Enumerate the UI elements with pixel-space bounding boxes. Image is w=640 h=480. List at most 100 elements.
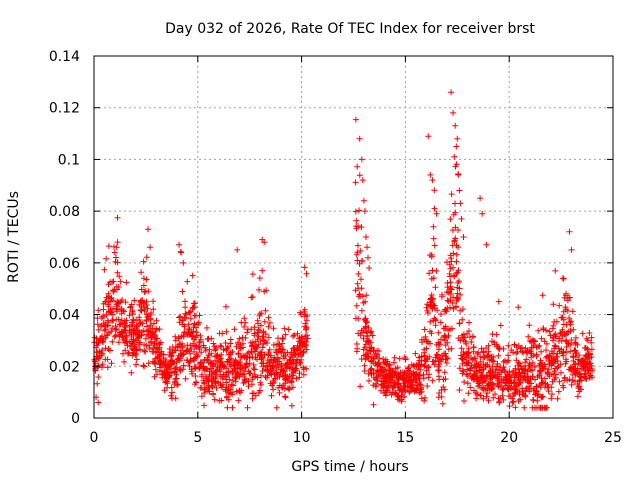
data-point [551, 368, 558, 374]
data-point [102, 345, 109, 352]
data-point [249, 354, 256, 361]
data-point [258, 310, 265, 317]
data-point [581, 362, 588, 369]
data-point [495, 383, 502, 390]
data-point [242, 379, 249, 385]
data-point [109, 338, 116, 345]
data-point [203, 324, 210, 331]
data-point [180, 333, 187, 340]
data-point [258, 381, 264, 388]
data-point [273, 404, 280, 411]
data-point [117, 321, 124, 327]
data-point [353, 302, 360, 309]
data-point [526, 322, 533, 329]
data-point [149, 325, 156, 332]
data-point [391, 384, 398, 391]
data-point [566, 319, 573, 326]
data-point [270, 357, 277, 364]
data-point [279, 335, 286, 342]
data-point [127, 303, 134, 310]
data-point [129, 310, 136, 317]
data-point [431, 315, 438, 322]
data-point [461, 379, 468, 385]
data-point [300, 371, 307, 378]
data-point [132, 352, 139, 359]
data-point [191, 336, 198, 343]
data-point [513, 357, 520, 364]
data-point [206, 346, 213, 353]
data-point [143, 254, 150, 261]
data-point [465, 328, 472, 335]
y-tick-label: 0.02 [49, 359, 80, 375]
data-point [527, 348, 534, 355]
data-point [200, 364, 207, 371]
data-point [522, 367, 529, 374]
data-point [188, 345, 195, 352]
data-point [130, 338, 137, 345]
data-point [417, 372, 423, 379]
data-point [447, 216, 454, 223]
data-point [506, 368, 513, 375]
data-point [302, 333, 309, 340]
data-point [552, 267, 559, 274]
data-point [175, 335, 182, 342]
data-point [455, 267, 462, 274]
data-point [252, 392, 259, 399]
data-point [550, 337, 556, 344]
data-point [149, 331, 156, 338]
data-point [201, 380, 208, 387]
data-point [528, 380, 535, 387]
data-point [455, 335, 462, 342]
data-point [436, 367, 442, 373]
data-point [213, 378, 219, 385]
data-point [117, 278, 124, 285]
data-point [452, 224, 459, 231]
data-point [249, 342, 255, 349]
data-point [410, 370, 417, 377]
data-point [551, 318, 558, 325]
data-point [265, 334, 272, 341]
data-point [396, 355, 403, 362]
data-point [122, 347, 129, 354]
data-point [226, 357, 233, 364]
data-point [544, 353, 550, 360]
data-point [567, 342, 574, 348]
data-point [447, 279, 454, 286]
data-point [361, 368, 368, 374]
data-point [431, 205, 438, 212]
data-point [353, 251, 360, 258]
data-point [513, 350, 520, 357]
data-point [201, 402, 207, 409]
data-point [531, 364, 538, 370]
data-point [570, 326, 577, 333]
data-point [489, 338, 495, 345]
data-point [174, 344, 181, 350]
data-point [498, 369, 505, 376]
data-point [383, 387, 390, 394]
data-point [382, 356, 389, 363]
data-point [390, 369, 397, 376]
data-point [456, 387, 463, 393]
data-point [140, 282, 147, 289]
data-point [269, 363, 276, 370]
data-point [181, 323, 188, 330]
data-point [492, 391, 498, 398]
data-point [496, 399, 503, 406]
data-point [451, 238, 458, 245]
data-point [578, 361, 585, 368]
data-point [511, 390, 518, 397]
data-point [126, 338, 133, 345]
data-point [144, 314, 151, 321]
data-point [572, 334, 579, 341]
data-point [225, 369, 232, 376]
data-point [526, 388, 533, 395]
data-point [360, 335, 367, 342]
data-point [179, 288, 186, 295]
data-point [522, 387, 529, 394]
data-point [480, 348, 487, 355]
data-point [448, 258, 455, 265]
data-point [456, 187, 463, 194]
data-point [249, 294, 256, 300]
data-point [399, 369, 406, 376]
data-point [574, 393, 581, 400]
